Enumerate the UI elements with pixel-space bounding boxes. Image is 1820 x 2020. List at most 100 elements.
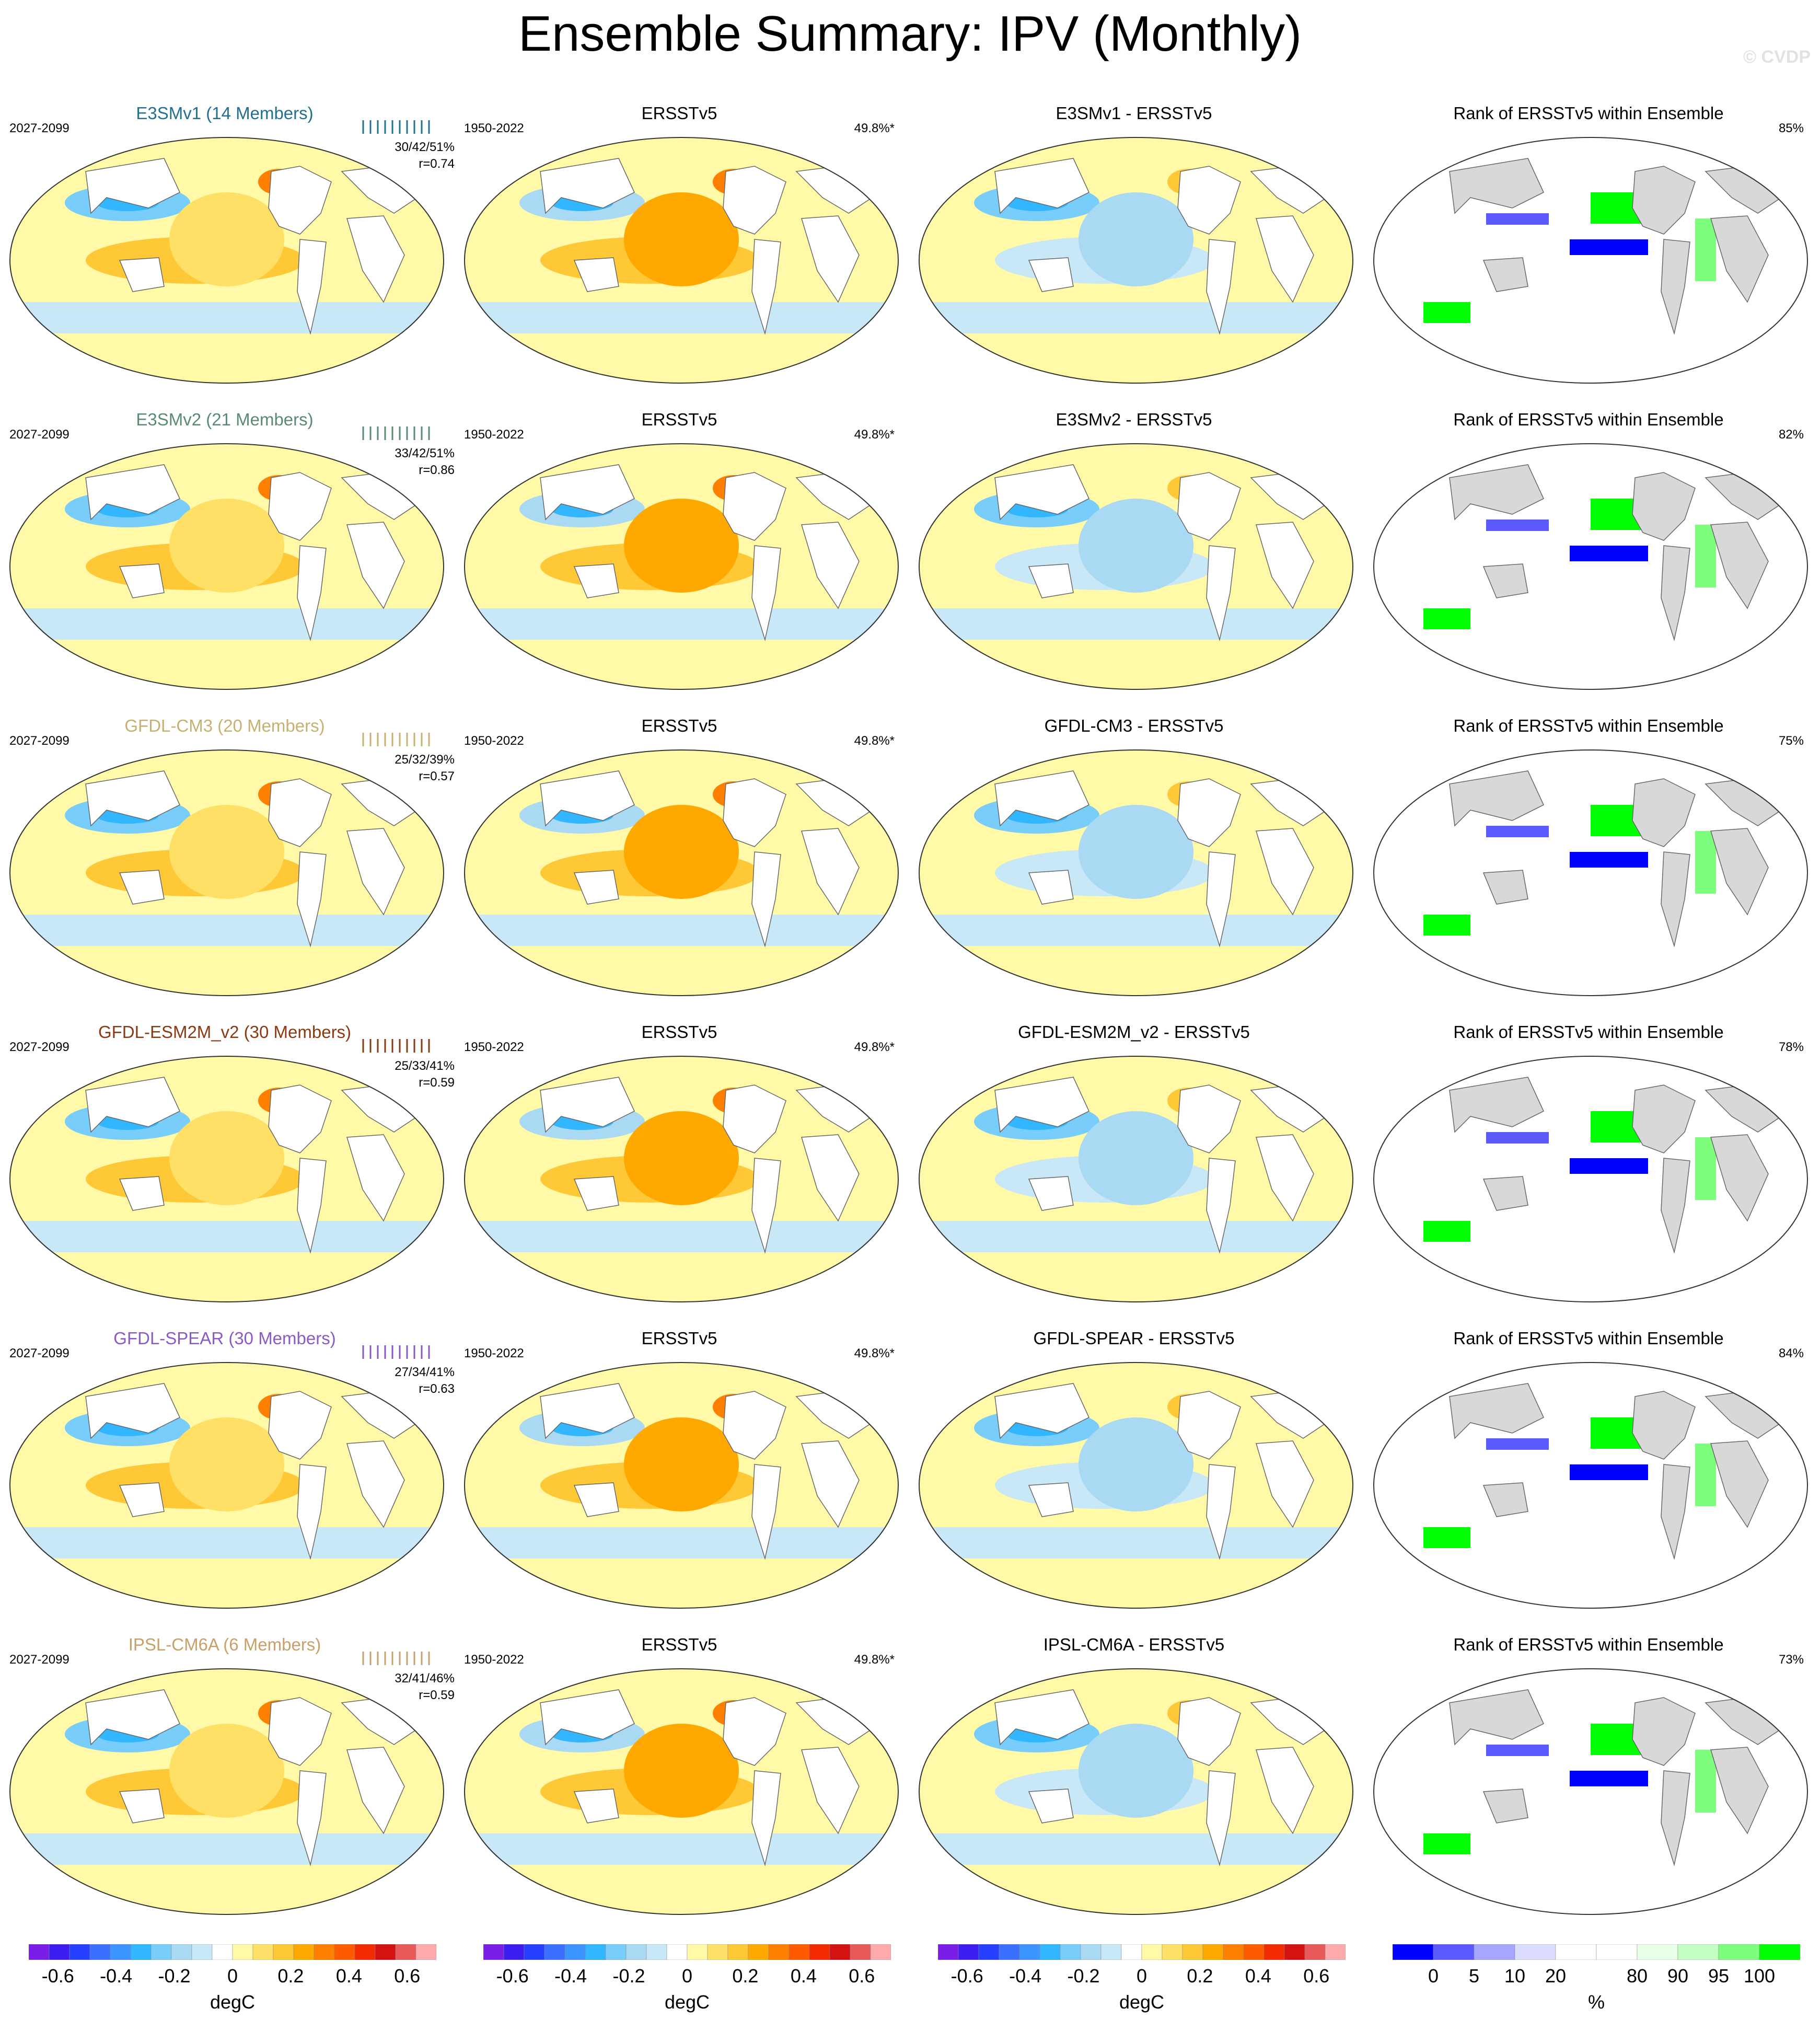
colorbar-swatch (49, 1944, 70, 1960)
colorbar-tick-label: -0.4 (1009, 1965, 1042, 1987)
member-rank-ticks (362, 426, 430, 440)
colorbar-swatch (978, 1944, 1000, 1960)
colorbar-swatch (1182, 1944, 1203, 1960)
rank-colorbar-tick-label: 100 (1743, 1965, 1776, 1987)
correlation-label: r=0.57 (419, 769, 455, 783)
colorbar-swatch (1060, 1944, 1081, 1960)
map-model (9, 749, 444, 996)
colorbar-rank: 0 5 10 20 80 90 95 100% (1392, 1944, 1801, 2013)
colorbar-swatch (415, 1944, 437, 1960)
colorbar-swatch (232, 1944, 253, 1960)
colorbar-swatch (1243, 1944, 1265, 1960)
rank-pct-label: 85% (1778, 121, 1804, 135)
colorbar-swatch (130, 1944, 152, 1960)
colorbar-swatch (585, 1944, 606, 1960)
member-rank-ticks (362, 1652, 430, 1665)
panel-diff-row-3: GFDL-ESM2M_v2 - ERSSTv5 (909, 1008, 1359, 1314)
colorbar-tick-label: 0 (227, 1965, 238, 1987)
rank-pct-label: 82% (1778, 428, 1804, 442)
panel-title: Rank of ERSSTv5 within Ensemble (1453, 1329, 1724, 1348)
panel-diff-row-2: GFDL-CM3 - ERSSTv5 (909, 701, 1359, 1008)
colorbar-tick-label: -0.2 (1067, 1965, 1100, 1987)
rank-colorbar-unit-label: % (1587, 1991, 1605, 2013)
map-obs (464, 137, 899, 384)
map-diff (919, 1056, 1353, 1302)
panel-title: ERSSTv5 (641, 410, 717, 429)
colorbar-swatch (1202, 1944, 1224, 1960)
map-model (9, 443, 444, 690)
rank-colorbar-tick-label: 20 (1545, 1965, 1567, 1987)
colorbar-swatch (666, 1944, 688, 1960)
correlation-label: r=0.86 (419, 463, 455, 477)
colorbar-unit-label: degC (210, 1991, 256, 2013)
map-model (9, 1668, 444, 1915)
panel-title: ERSSTv5 (641, 1635, 717, 1654)
panel-title: ERSSTv5 (641, 1329, 717, 1348)
panel-title: ERSSTv5 (641, 103, 717, 123)
rank-colorbar-swatch (1759, 1944, 1801, 1960)
colorbar-tick-label: 0 (1136, 1965, 1147, 1987)
colorbar-swatch (150, 1944, 172, 1960)
panel-rank-row-5: Rank of ERSSTv5 within Ensemble 73% (1364, 1620, 1813, 1926)
colorbar-swatch (524, 1944, 545, 1960)
period-label: 2027-2099 (9, 1653, 69, 1667)
correlation-label: r=0.59 (419, 1076, 455, 1090)
panel-obs-row-0: ERSSTv5 1950-2022 49.8%* (455, 89, 904, 395)
panel-title: Rank of ERSSTv5 within Ensemble (1453, 716, 1724, 735)
panel-title: GFDL-CM3 - ERSSTv5 (1044, 716, 1224, 735)
rank-colorbar-swatch (1637, 1944, 1678, 1960)
colorbar-swatch (69, 1944, 90, 1960)
correlation-label: r=0.63 (419, 1382, 455, 1396)
colorbar-swatch (89, 1944, 111, 1960)
panel-title: ERSSTv5 (641, 716, 717, 735)
colorbar-swatch (646, 1944, 667, 1960)
panel-title: Rank of ERSSTv5 within Ensemble (1453, 410, 1724, 429)
colorbar-tick-label: 0.6 (394, 1965, 421, 1987)
colorbar-swatch (544, 1944, 565, 1960)
map-diff (919, 443, 1353, 690)
rank-pct-label: 84% (1778, 1346, 1804, 1360)
colorbar-swatch (727, 1944, 749, 1960)
colorbar-swatch (870, 1944, 891, 1960)
colorbar-swatch (1100, 1944, 1122, 1960)
rank-colorbar-swatch (1718, 1944, 1760, 1960)
map-obs (464, 1056, 899, 1302)
colorbar-swatch (1304, 1944, 1326, 1960)
panel-title: Rank of ERSSTv5 within Ensemble (1453, 103, 1724, 123)
colorbar-tick-label: 0 (681, 1965, 693, 1987)
colorbar-swatches (937, 1944, 1346, 1960)
map-model (9, 137, 444, 384)
period-label: 2027-2099 (9, 734, 69, 748)
variance-pct-label: 49.8%* (854, 1040, 895, 1054)
variance-pct-label: 49.8%* (854, 428, 895, 442)
rank-colorbar-swatch (1555, 1944, 1597, 1960)
member-rank-ticks (362, 120, 430, 134)
pattern-stats-label: 33/42/51% r=0.86 (366, 445, 455, 479)
panel-title: IPSL-CM6A - ERSSTv5 (1043, 1635, 1225, 1654)
colorbar-swatch (564, 1944, 586, 1960)
period-label: 1950-2022 (464, 1653, 524, 1667)
panel-title: ERSSTv5 (641, 1022, 717, 1042)
rank-colorbar-tick-label: 0 (1428, 1965, 1439, 1987)
colorbar-swatch (768, 1944, 790, 1960)
colorbar-tick-label: 0.2 (1187, 1965, 1213, 1987)
colorbar-swatch (334, 1944, 355, 1960)
pattern-stats-label: 25/32/39% r=0.57 (366, 752, 455, 785)
panel-title: Rank of ERSSTv5 within Ensemble (1453, 1022, 1724, 1042)
colorbar-swatch (110, 1944, 131, 1960)
panel-model-row-5: IPSL-CM6A (6 Members) 2027-2099 32/41/46% r… (0, 1620, 455, 1926)
period-label: 2027-2099 (9, 428, 69, 442)
colorbar-swatch (1039, 1944, 1061, 1960)
rank-pct-label: 78% (1778, 1040, 1804, 1054)
colorbar-tick-label: 0.4 (790, 1965, 817, 1987)
colorbar-swatch (789, 1944, 810, 1960)
map-model (9, 1362, 444, 1609)
colorbar-swatch (252, 1944, 274, 1960)
colorbar-swatch (829, 1944, 851, 1960)
panel-title: GFDL-SPEAR - ERSSTv5 (1033, 1329, 1235, 1348)
colorbar-swatch (1162, 1944, 1183, 1960)
map-obs (464, 749, 899, 996)
panel-title: E3SMv2 - ERSSTv5 (1056, 410, 1212, 429)
map-diff (919, 749, 1353, 996)
colorbar-tick-label: 0.2 (732, 1965, 759, 1987)
